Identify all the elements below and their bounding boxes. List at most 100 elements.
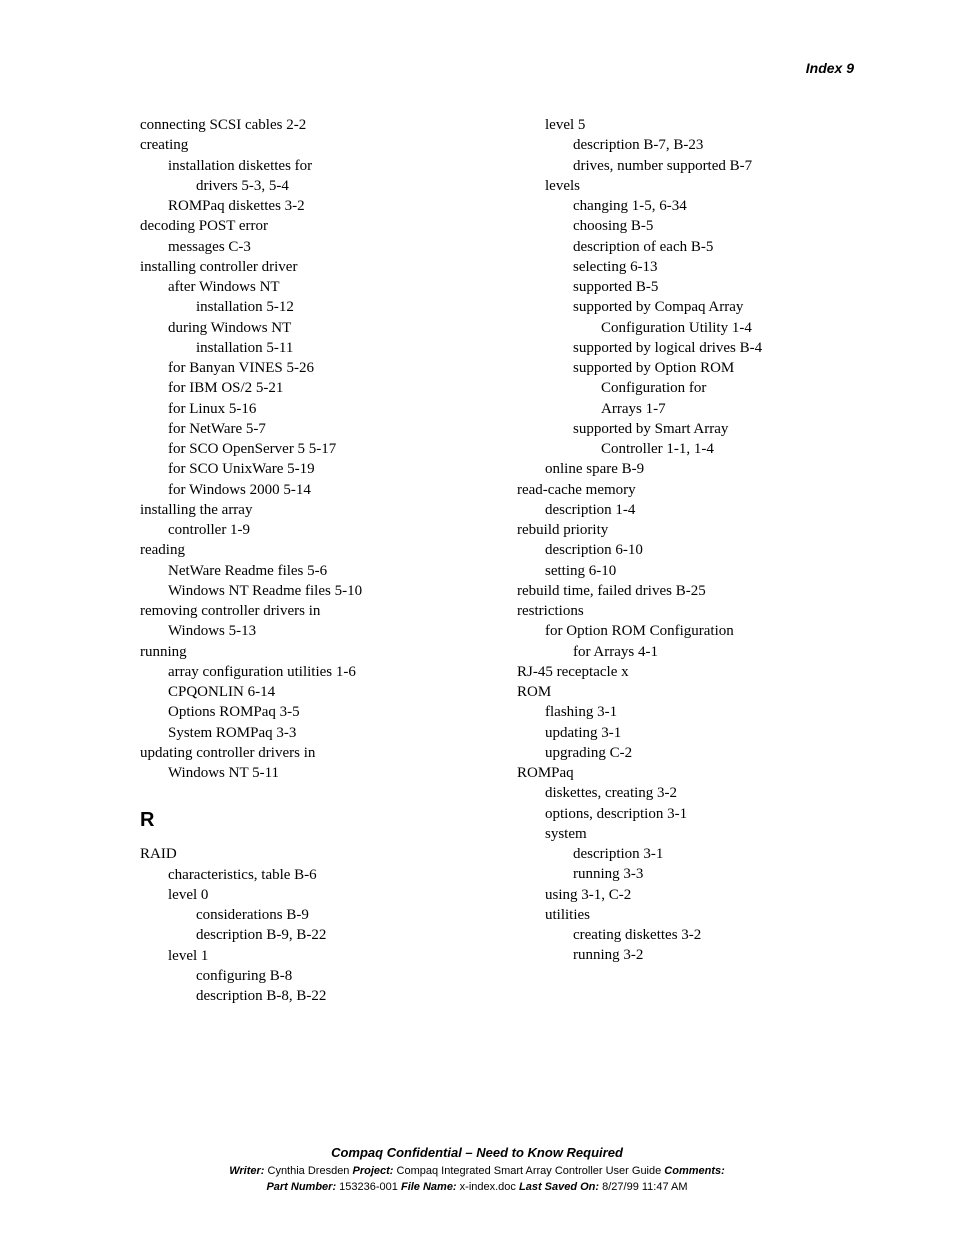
index-entry: Controller 1-1, 1-4 — [517, 439, 854, 459]
index-entry: System ROMPaq 3-3 — [140, 723, 477, 743]
index-entry: for Banyan VINES 5-26 — [140, 358, 477, 378]
index-entry: setting 6-10 — [517, 561, 854, 581]
index-entry: updating 3-1 — [517, 723, 854, 743]
footer-title: Compaq Confidential – Need to Know Requi… — [0, 1144, 954, 1162]
index-entry: supported by Option ROM — [517, 358, 854, 378]
part-label: Part Number: — [266, 1181, 336, 1193]
section-letter-r: R — [140, 807, 477, 834]
index-entry: utilities — [517, 905, 854, 925]
footer-line-2: Part Number: 153236-001 File Name: x-ind… — [0, 1180, 954, 1195]
index-entry: for Arrays 4-1 — [517, 642, 854, 662]
index-entry: flashing 3-1 — [517, 702, 854, 722]
index-entry: level 5 — [517, 115, 854, 135]
index-entry: level 1 — [140, 946, 477, 966]
index-entry: rebuild priority — [517, 520, 854, 540]
index-entry: diskettes, creating 3-2 — [517, 783, 854, 803]
file-value: x-index.doc — [457, 1181, 519, 1193]
index-entry: description 1-4 — [517, 500, 854, 520]
index-entry: for Linux 5-16 — [140, 399, 477, 419]
index-entry: Windows NT Readme files 5-10 — [140, 581, 477, 601]
index-entry: Arrays 1-7 — [517, 399, 854, 419]
index-entry: configuring B-8 — [140, 966, 477, 986]
index-entry: using 3-1, C-2 — [517, 885, 854, 905]
page-header: Index 9 — [806, 60, 854, 76]
index-entry: selecting 6-13 — [517, 257, 854, 277]
index-entry: system — [517, 824, 854, 844]
index-entry: during Windows NT — [140, 318, 477, 338]
index-entry: Configuration Utility 1-4 — [517, 318, 854, 338]
index-entry: Configuration for — [517, 378, 854, 398]
index-entry: Windows NT 5-11 — [140, 763, 477, 783]
file-label: File Name: — [401, 1181, 457, 1193]
saved-label: Last Saved On: — [519, 1181, 599, 1193]
index-entry: Options ROMPaq 3-5 — [140, 702, 477, 722]
index-entry: after Windows NT — [140, 277, 477, 297]
index-entry: supported by logical drives B-4 — [517, 338, 854, 358]
index-entry: RJ-45 receptacle x — [517, 662, 854, 682]
index-entry: ROMPaq — [517, 763, 854, 783]
index-entry: messages C-3 — [140, 237, 477, 257]
index-entry: considerations B-9 — [140, 905, 477, 925]
index-entry: characteristics, table B-6 — [140, 865, 477, 885]
writer-label: Writer: — [229, 1165, 264, 1177]
index-entry: for Windows 2000 5-14 — [140, 480, 477, 500]
index-entry: decoding POST error — [140, 216, 477, 236]
index-entry: RAID — [140, 844, 477, 864]
index-entry: for Option ROM Configuration — [517, 621, 854, 641]
index-entry: drivers 5-3, 5-4 — [140, 176, 477, 196]
index-entry: changing 1-5, 6-34 — [517, 196, 854, 216]
project-value: Compaq Integrated Smart Array Controller… — [393, 1165, 664, 1177]
index-entry: read-cache memory — [517, 480, 854, 500]
index-entry: choosing B-5 — [517, 216, 854, 236]
index-entry: for SCO OpenServer 5 5-17 — [140, 439, 477, 459]
index-entry: for NetWare 5-7 — [140, 419, 477, 439]
index-entry: installing the array — [140, 500, 477, 520]
index-entry: restrictions — [517, 601, 854, 621]
index-entry: CPQONLIN 6-14 — [140, 682, 477, 702]
index-entry: installation 5-12 — [140, 297, 477, 317]
index-entry: controller 1-9 — [140, 520, 477, 540]
index-entry: for IBM OS/2 5-21 — [140, 378, 477, 398]
index-entry: online spare B-9 — [517, 459, 854, 479]
index-entry: description B-7, B-23 — [517, 135, 854, 155]
index-entry: supported B-5 — [517, 277, 854, 297]
index-entry: description 6-10 — [517, 540, 854, 560]
left-column: connecting SCSI cables 2-2creatinginstal… — [140, 115, 477, 1006]
project-label: Project: — [352, 1165, 393, 1177]
index-entry: level 0 — [140, 885, 477, 905]
index-entry: rebuild time, failed drives B-25 — [517, 581, 854, 601]
index-entry: description B-8, B-22 — [140, 986, 477, 1006]
index-entry: running 3-3 — [517, 864, 854, 884]
index-entry: connecting SCSI cables 2-2 — [140, 115, 477, 135]
part-value: 153236-001 — [336, 1181, 401, 1193]
index-entry: running — [140, 642, 477, 662]
writer-value: Cynthia Dresden — [264, 1165, 352, 1177]
index-entry: updating controller drivers in — [140, 743, 477, 763]
index-entry: levels — [517, 176, 854, 196]
index-entry: drives, number supported B-7 — [517, 156, 854, 176]
index-entry: removing controller drivers in — [140, 601, 477, 621]
index-entry: options, description 3-1 — [517, 804, 854, 824]
index-entry: ROM — [517, 682, 854, 702]
index-entry: supported by Compaq Array — [517, 297, 854, 317]
index-entry: NetWare Readme files 5-6 — [140, 561, 477, 581]
index-entry: creating — [140, 135, 477, 155]
saved-value: 8/27/99 11:47 AM — [599, 1181, 687, 1193]
index-columns: connecting SCSI cables 2-2creatinginstal… — [140, 115, 854, 1006]
index-entry: Windows 5-13 — [140, 621, 477, 641]
index-entry: description B-9, B-22 — [140, 925, 477, 945]
index-entry: for SCO UnixWare 5-19 — [140, 459, 477, 479]
comments-label: Comments: — [664, 1165, 725, 1177]
index-entry: running 3-2 — [517, 945, 854, 965]
footer-line-1: Writer: Cynthia Dresden Project: Compaq … — [0, 1164, 954, 1179]
index-entry: installation 5-11 — [140, 338, 477, 358]
page-footer: Compaq Confidential – Need to Know Requi… — [0, 1144, 954, 1195]
index-entry: array configuration utilities 1-6 — [140, 662, 477, 682]
index-entry: description of each B-5 — [517, 237, 854, 257]
index-entry: creating diskettes 3-2 — [517, 925, 854, 945]
index-entry: ROMPaq diskettes 3-2 — [140, 196, 477, 216]
index-entry: installation diskettes for — [140, 156, 477, 176]
index-entry: description 3-1 — [517, 844, 854, 864]
index-entry: upgrading C-2 — [517, 743, 854, 763]
index-entry: installing controller driver — [140, 257, 477, 277]
